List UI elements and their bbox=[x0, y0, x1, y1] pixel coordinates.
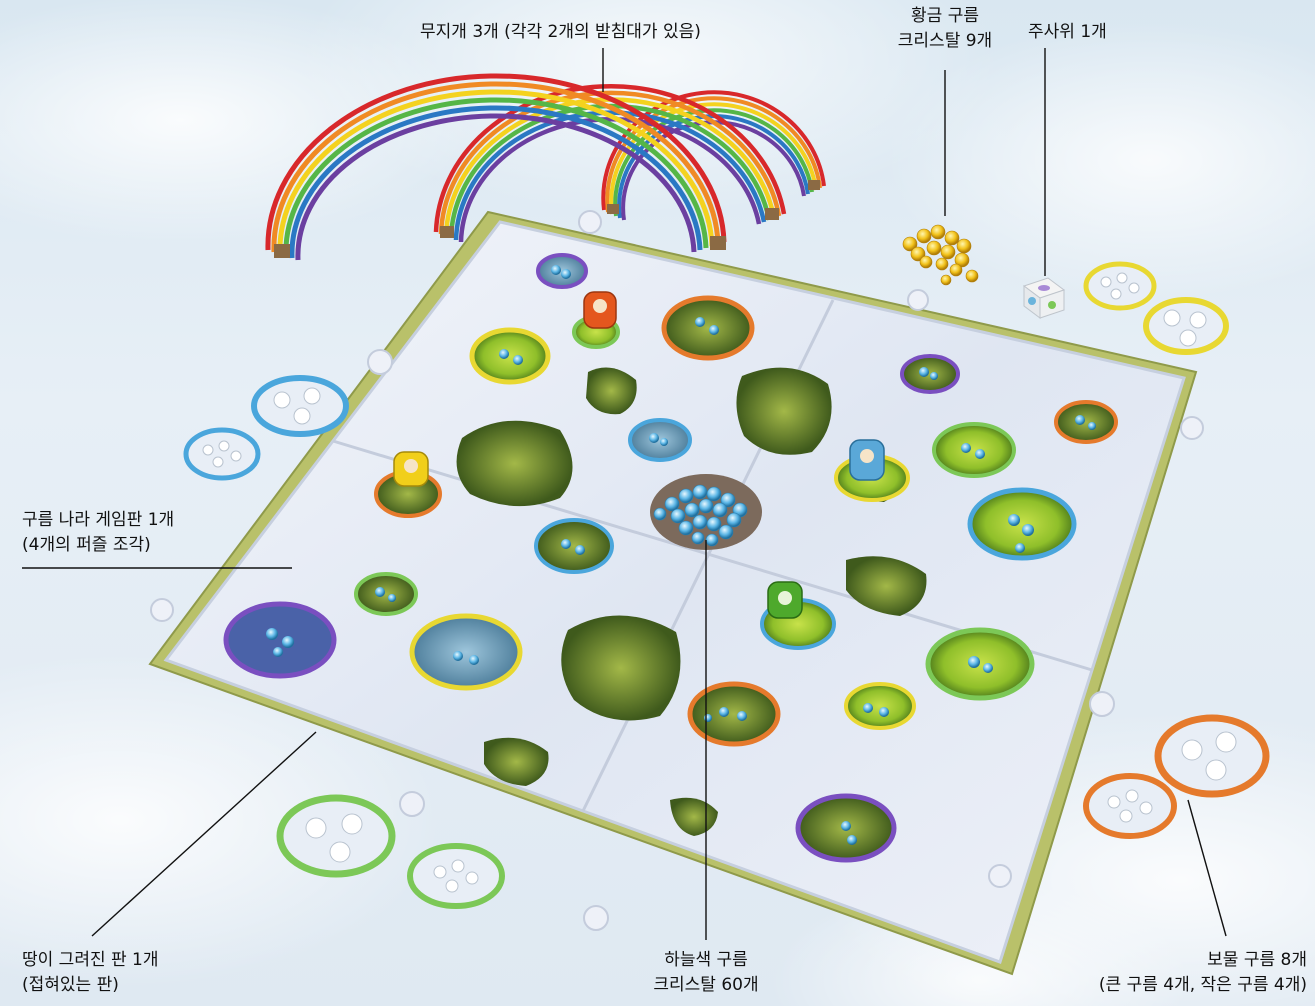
label-sky-crystal-line2: 크리스탈 60개 bbox=[626, 973, 786, 998]
die-icon bbox=[1024, 278, 1064, 318]
treasure-cloud-yellow-small bbox=[1086, 264, 1154, 308]
label-ground-board-line2: (접혀있는 판) bbox=[22, 973, 159, 998]
treasure-cloud-green-small bbox=[410, 846, 502, 906]
label-treasure-cloud-line1: 보물 구름 8개 bbox=[1099, 948, 1307, 973]
label-sky-crystal-line1: 하늘색 구름 bbox=[626, 948, 786, 973]
gold-crystal-pile-icon bbox=[903, 225, 978, 285]
treasure-cloud-blue-large bbox=[254, 378, 346, 434]
label-board-line2: (4개의 퍼즐 조각) bbox=[22, 533, 174, 558]
treasure-cloud-green-large bbox=[280, 798, 392, 874]
label-board-line1: 구름 나라 게임판 1개 bbox=[22, 508, 174, 533]
pawn-blue bbox=[850, 440, 884, 480]
label-gold-crystal: 황금 구름 크리스탈 9개 bbox=[866, 4, 1024, 54]
label-gold-crystal-line1: 황금 구름 bbox=[866, 4, 1024, 29]
treasure-cloud-yellow-large bbox=[1146, 300, 1226, 352]
treasure-cloud-orange-small bbox=[1086, 776, 1174, 836]
label-treasure-cloud: 보물 구름 8개 (큰 구름 4개, 작은 구름 4개) bbox=[1099, 948, 1307, 998]
leader-treasure-cloud bbox=[1188, 800, 1226, 936]
label-treasure-cloud-line2: (큰 구름 4개, 작은 구름 4개) bbox=[1099, 973, 1307, 998]
label-ground-board-line1: 땅이 그려진 판 1개 bbox=[22, 948, 159, 973]
label-board: 구름 나라 게임판 1개 (4개의 퍼즐 조각) bbox=[22, 508, 174, 558]
label-rainbow-text: 무지개 3개 (각각 2개의 받침대가 있음) bbox=[420, 20, 701, 45]
label-sky-crystal: 하늘색 구름 크리스탈 60개 bbox=[626, 948, 786, 998]
label-die-text: 주사위 1개 bbox=[1028, 20, 1107, 45]
label-rainbow: 무지개 3개 (각각 2개의 받침대가 있음) bbox=[420, 20, 701, 45]
pawn-orange bbox=[584, 292, 616, 328]
label-ground-board: 땅이 그려진 판 1개 (접혀있는 판) bbox=[22, 948, 159, 998]
label-die: 주사위 1개 bbox=[1028, 20, 1107, 45]
treasure-cloud-blue-small bbox=[186, 430, 258, 478]
pawn-green bbox=[768, 582, 802, 618]
treasure-cloud-orange-large bbox=[1158, 718, 1266, 794]
label-gold-crystal-line2: 크리스탈 9개 bbox=[866, 29, 1024, 54]
pawn-yellow bbox=[394, 452, 428, 486]
